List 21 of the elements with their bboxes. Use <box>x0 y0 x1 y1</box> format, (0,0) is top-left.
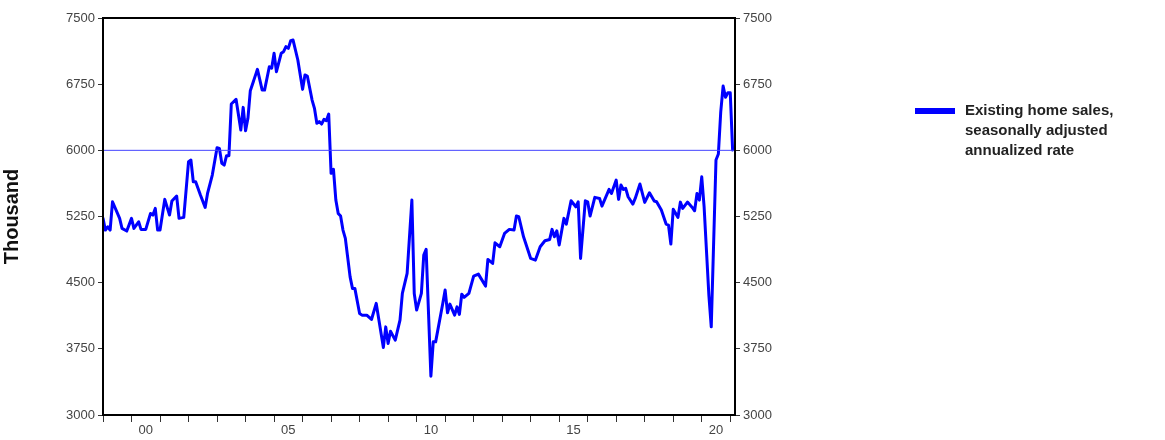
y-axis-title: Thousand <box>0 168 22 265</box>
y-tick-label: 6000 <box>66 141 95 157</box>
x-tick-label: 10 <box>423 422 439 438</box>
legend-label: Existing home sales, seasonally adjusted annualized rate <box>965 100 1115 160</box>
y2-tick-label: 7500 <box>743 9 772 25</box>
y2-tick-label: 5250 <box>743 208 772 224</box>
x-tick-label: 00 <box>138 422 153 438</box>
y-tick-label: 3750 <box>66 340 95 356</box>
y-tick-label: 7500 <box>66 9 95 25</box>
y-tick-label: 6750 <box>66 75 95 91</box>
y2-tick-label: 6000 <box>743 141 772 157</box>
y-tick-label: 5250 <box>66 208 95 224</box>
y2-tick-label: 4500 <box>743 274 772 290</box>
x-tick-label: 20 <box>708 422 724 438</box>
y2-tick-label: 3750 <box>743 340 772 356</box>
x-tick-label: 05 <box>281 422 296 438</box>
y-tick-label: 4500 <box>66 274 95 290</box>
y2-tick-label: 6750 <box>743 75 772 91</box>
y2-tick-label: 3000 <box>743 406 772 422</box>
x-tick-label: 15 <box>566 422 581 438</box>
y-tick-label: 3000 <box>66 406 95 422</box>
